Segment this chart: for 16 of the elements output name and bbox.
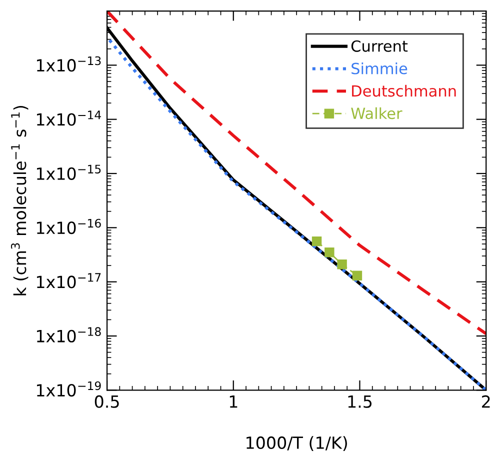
x-tick-label: 2 (482, 395, 490, 408)
y-tick-label: 1x10$^{−18}$ (37, 327, 101, 342)
legend-label: Walker (351, 107, 402, 120)
legend-label: Simmie (352, 62, 408, 74)
x-tick-label: 1.5 (348, 396, 372, 408)
y-tick-label: 1x10$^{−15}$ (37, 164, 101, 180)
y-axis-title: k (cm$^{3}$ molecule$^{−1}$ s$^{−1}$) (10, 106, 28, 296)
legend-label: Deutschmann (352, 84, 456, 97)
y-tick-label: 1x10$^{−14}$ (37, 110, 101, 126)
x-tick-label: 0.5 (94, 395, 119, 408)
y-tick-label: 1x10$^{−13}$ (37, 56, 101, 72)
y-tick-label: 1x10$^{−17}$ (37, 273, 101, 288)
x-tick-label: 1 (230, 396, 238, 408)
legend-label: Current (351, 40, 408, 52)
x-axis-title: 1000/T (1/K) (246, 436, 347, 452)
y-tick-label: 1x10$^{−16}$ (37, 218, 101, 234)
